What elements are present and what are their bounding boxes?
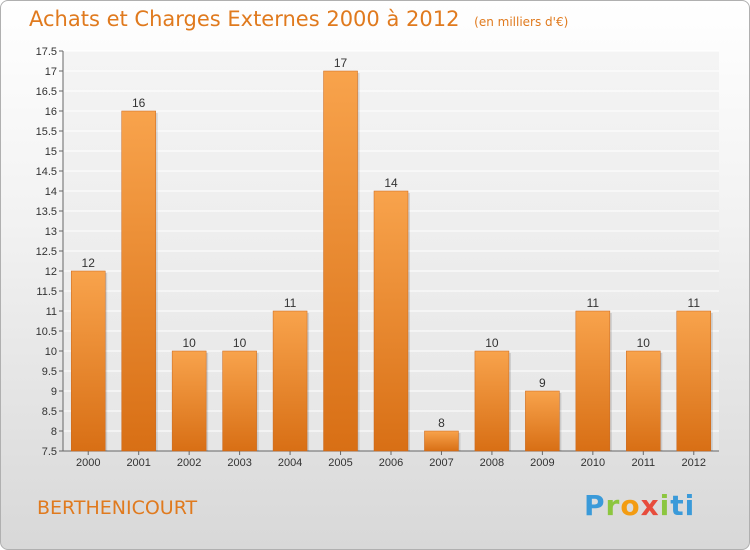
bar-2008 xyxy=(474,350,510,452)
logo-letter: P xyxy=(584,489,606,522)
logo-letter: x xyxy=(640,489,660,522)
data-label-2002: 10 xyxy=(182,336,196,350)
bars xyxy=(70,70,713,452)
y-tick-label: 12 xyxy=(45,266,57,278)
bar-2010 xyxy=(575,310,611,452)
data-label-2000: 12 xyxy=(82,256,96,270)
chart-title: Achats et Charges Externes 2000 à 2012 (… xyxy=(29,7,568,31)
y-tick-label: 10.5 xyxy=(36,326,57,338)
chart-subtitle: (en milliers d'€) xyxy=(474,15,569,29)
y-tick-label: 8 xyxy=(51,426,57,438)
x-tick-label: 2002 xyxy=(177,457,201,469)
bar-2012 xyxy=(676,310,712,452)
data-label-2010: 11 xyxy=(587,296,600,310)
bar-2011 xyxy=(626,350,661,452)
y-tick-label: 17.5 xyxy=(36,46,57,58)
x-tick-label: 2001 xyxy=(126,457,150,469)
logo-letter: r xyxy=(605,489,621,522)
y-tick-label: 10 xyxy=(45,346,57,358)
data-label-2004: 11 xyxy=(284,296,297,310)
y-tick-label: 14.5 xyxy=(36,166,57,178)
chart-title-text: Achats et Charges Externes 2000 à 2012 xyxy=(29,7,460,31)
proxiti-logo: Proxiti xyxy=(584,489,695,522)
y-axis: 7.5 8 8.5 9 9.5 10 10.5 11 11.5 12 12.5 13 13.5 14 14.… xyxy=(36,46,64,458)
bar-2000 xyxy=(70,270,106,452)
bar-2006 xyxy=(373,190,409,452)
data-label-2001: 16 xyxy=(132,96,146,110)
bar-2009 xyxy=(525,390,560,452)
data-labels: 12 16 10 10 11 17 14 8 10 9 11 10 11 xyxy=(82,56,701,430)
y-tick-label: 17 xyxy=(45,66,57,78)
y-tick-label: 11 xyxy=(46,306,57,318)
x-tick-label: 2008 xyxy=(480,457,504,469)
x-tick-label: 2000 xyxy=(76,457,100,469)
y-tick-label: 8.5 xyxy=(42,406,57,418)
x-tick-label: 2006 xyxy=(379,457,403,469)
y-tick-label: 9 xyxy=(51,386,57,398)
data-label-2007: 8 xyxy=(438,416,445,430)
bar-2001 xyxy=(121,110,156,452)
bar-2003 xyxy=(222,350,257,452)
y-tick-label: 15 xyxy=(45,146,57,158)
x-tick-label: 2005 xyxy=(328,457,352,469)
x-tick-label: 2012 xyxy=(682,457,706,469)
data-label-2008: 10 xyxy=(485,336,499,350)
y-tick-label: 16.5 xyxy=(36,86,57,98)
y-tick-label: 16 xyxy=(45,106,57,118)
y-tick-label: 14 xyxy=(45,186,57,198)
data-label-2005: 17 xyxy=(334,56,348,70)
x-tick-label: 2004 xyxy=(278,457,302,469)
data-label-2009: 9 xyxy=(539,376,546,390)
logo-letter: o xyxy=(620,489,641,522)
y-tick-label: 7.5 xyxy=(42,446,57,458)
commune-name: BERTHENICOURT xyxy=(37,497,198,519)
logo-letter: t xyxy=(670,489,685,522)
x-tick-label: 2010 xyxy=(581,457,605,469)
bar-2007 xyxy=(424,430,459,452)
bar-2005 xyxy=(323,70,358,452)
x-axis: 2000 2001 2002 2003 2004 2005 2006 2007 2008 2009… xyxy=(63,450,719,469)
logo-letter: i xyxy=(659,489,671,522)
data-label-2006: 14 xyxy=(384,176,398,190)
x-tick-label: 2003 xyxy=(227,457,251,469)
bar-2002 xyxy=(171,350,207,452)
y-tick-label: 9.5 xyxy=(42,366,57,378)
y-tick-label: 13 xyxy=(45,226,57,238)
y-tick-label: 12.5 xyxy=(36,246,57,258)
data-label-2011: 10 xyxy=(637,336,651,350)
data-label-2003: 10 xyxy=(233,336,247,350)
x-tick-label: 2011 xyxy=(631,457,655,469)
y-tick-label: 15.5 xyxy=(36,126,57,138)
x-tick-label: 2007 xyxy=(429,457,453,469)
y-tick-label: 13.5 xyxy=(36,206,57,218)
y-tick-label: 11.5 xyxy=(36,286,57,298)
bar-2004 xyxy=(272,310,308,452)
data-label-2012: 11 xyxy=(688,296,701,310)
logo-letter: i xyxy=(684,489,696,522)
x-tick-label: 2009 xyxy=(530,457,554,469)
